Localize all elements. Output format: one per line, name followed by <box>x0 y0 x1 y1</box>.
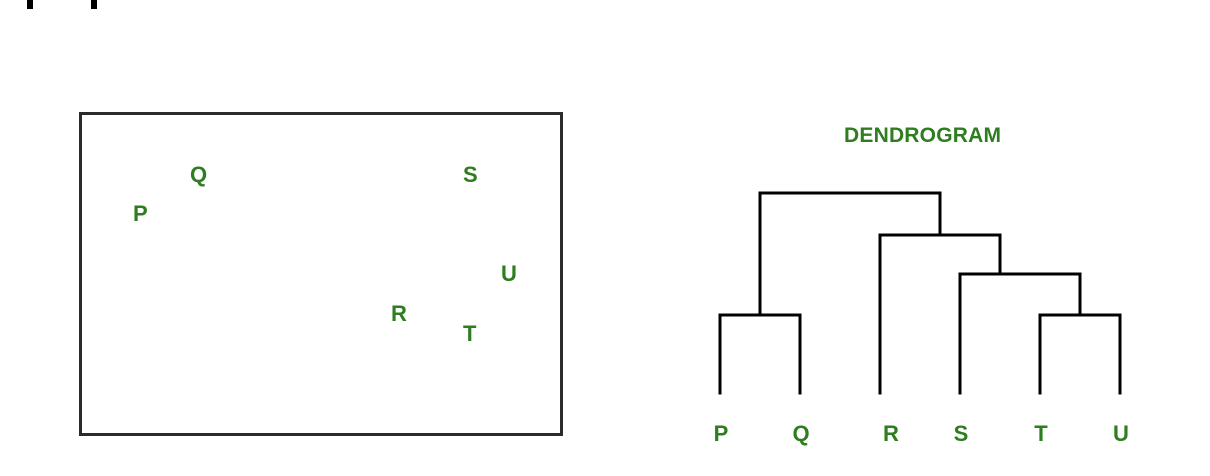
dendrogram-title: DENDROGRAM <box>844 124 1002 147</box>
link-t-u <box>1038 313 1122 395</box>
point-label-r: R <box>391 301 407 326</box>
point-label-p: P <box>133 201 148 226</box>
point-label-s: S <box>463 162 478 187</box>
point-label-u: U <box>501 261 517 286</box>
point-label-q: Q <box>190 162 208 187</box>
link-p-q <box>718 313 802 395</box>
link-r-stu <box>878 233 1002 395</box>
leaf-label-t: T <box>1034 421 1048 446</box>
point-label-t: T <box>463 321 477 346</box>
corner-mark-left <box>27 0 33 9</box>
link-pq-rstu <box>758 191 942 317</box>
corner-mark-right <box>91 0 97 9</box>
leaf-label-u: U <box>1113 421 1129 446</box>
leaf-label-q: Q <box>792 421 810 446</box>
leaf-label-p: P <box>713 421 729 446</box>
leaf-label-r: R <box>883 421 899 446</box>
scatter-plot-box <box>79 112 563 436</box>
link-s-tu <box>958 272 1082 395</box>
leaf-label-s: S <box>953 421 969 446</box>
